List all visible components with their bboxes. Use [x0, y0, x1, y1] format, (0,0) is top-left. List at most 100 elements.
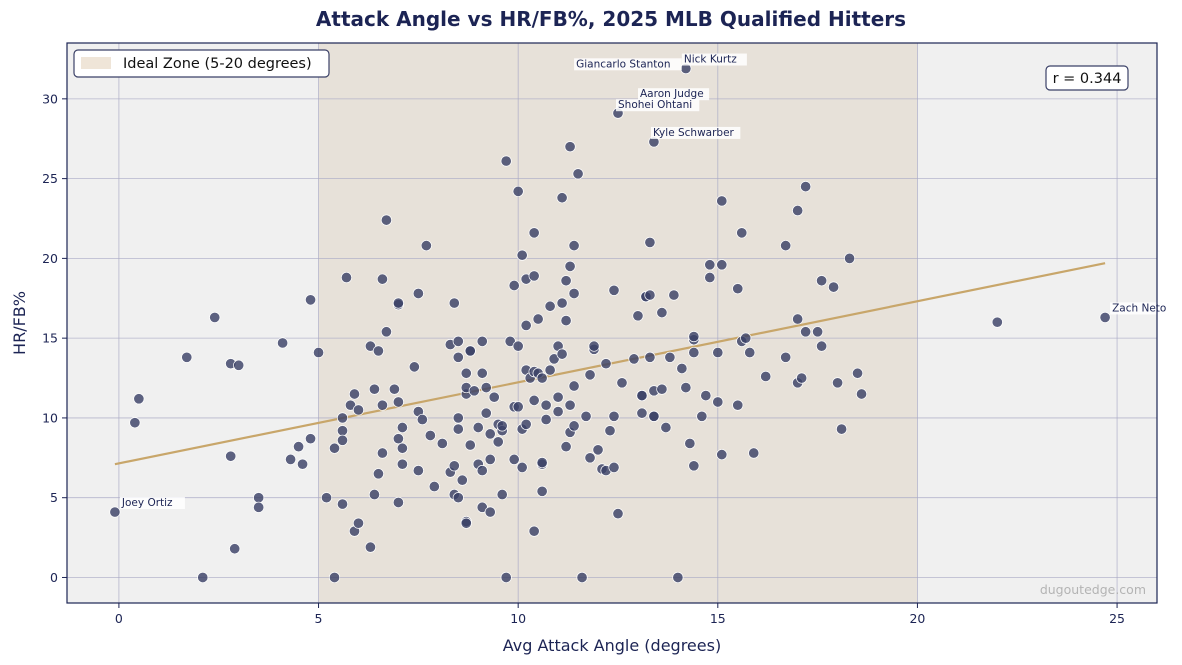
data-point [336, 412, 349, 424]
point-label: Zach Neto [1112, 302, 1166, 314]
data-point [560, 315, 572, 327]
data-point [512, 340, 524, 352]
point-label-bg [681, 53, 747, 66]
data-point [608, 410, 620, 422]
data-point [796, 372, 808, 384]
data-point [372, 345, 384, 357]
data-point [496, 420, 508, 432]
y-tick-label: 0 [50, 570, 58, 585]
point-label: Nick Kurtz [684, 54, 737, 66]
data-point [844, 252, 856, 264]
data-point [460, 367, 472, 379]
x-tick-label: 15 [710, 611, 726, 626]
data-point [452, 423, 464, 435]
data-point [536, 457, 548, 469]
point-label-bg [119, 497, 185, 510]
data-point [632, 310, 644, 322]
data-point [380, 326, 392, 338]
data-point [516, 461, 528, 473]
data-point [584, 452, 596, 464]
data-point [528, 227, 540, 239]
data-point [424, 429, 436, 442]
data-point [312, 346, 325, 359]
data-point [392, 433, 404, 445]
data-point [305, 433, 317, 445]
legend-box [73, 49, 330, 78]
data-point [556, 297, 568, 309]
data-point [592, 444, 604, 456]
data-point [616, 377, 628, 389]
data-point [480, 382, 492, 394]
data-point [512, 185, 524, 197]
data-point [608, 284, 620, 296]
data-point [792, 204, 804, 217]
data-point [520, 319, 532, 331]
data-point [305, 294, 317, 306]
data-point [564, 141, 576, 153]
data-point [540, 399, 552, 411]
data-point [484, 453, 496, 465]
data-point [676, 362, 688, 375]
data-point [456, 474, 468, 486]
data-point [732, 283, 744, 295]
x-tick-label: 10 [510, 611, 526, 626]
data-point [568, 240, 580, 252]
data-point [855, 388, 868, 400]
data-point [293, 441, 305, 453]
correlation-box: r = 0.344 [1045, 65, 1129, 91]
data-point [688, 331, 700, 343]
data-point [712, 346, 724, 359]
data-point [568, 420, 580, 432]
data-point [348, 388, 361, 400]
data-point [716, 259, 728, 271]
data-point [792, 313, 804, 325]
data-point [528, 525, 540, 537]
data-point [448, 297, 460, 309]
data-point [704, 259, 716, 271]
chart-title: Attack Angle vs HR/FB%, 2025 MLB Qualifi… [316, 7, 906, 31]
point-label: Shohei Ohtani [618, 99, 692, 111]
data-point [452, 412, 464, 424]
data-point [628, 353, 640, 365]
data-point [352, 517, 365, 529]
data-point [352, 404, 365, 416]
data-point [540, 413, 552, 426]
data-point [532, 313, 544, 325]
data-point [253, 492, 265, 504]
data-point [428, 480, 440, 493]
axis-frame [66, 42, 1158, 604]
data-point [480, 407, 492, 419]
data-point [484, 506, 496, 518]
point-labels: Giancarlo Stanton Nick Kurtz Aaron JudgeSh… [119, 53, 1169, 510]
data-point [688, 346, 700, 359]
data-point [536, 485, 548, 497]
data-point [484, 428, 496, 440]
data-point [560, 275, 572, 287]
data-point [229, 543, 241, 555]
data-point [740, 332, 752, 344]
x-tick-label: 20 [909, 611, 925, 626]
data-point [816, 340, 828, 352]
data-point [668, 289, 680, 301]
data-point [233, 359, 245, 371]
y-axis-ticks: 0 5 10 15 20 25 30 [42, 91, 67, 585]
point-label: Kyle Schwarber [653, 127, 735, 139]
data-point [472, 421, 484, 434]
data-point [109, 506, 121, 518]
data-point [181, 351, 193, 363]
data-point [800, 181, 812, 193]
data-point [528, 270, 540, 282]
data-point [209, 311, 221, 323]
data-point [716, 449, 728, 461]
y-tick-label: 15 [42, 331, 58, 346]
data-point [336, 434, 349, 446]
data-point [372, 468, 384, 480]
data-point [328, 571, 341, 584]
data-point [748, 447, 760, 459]
data-point [588, 340, 600, 352]
data-point [680, 382, 692, 394]
data-point [660, 421, 672, 434]
data-point [368, 488, 380, 501]
data-point [508, 279, 520, 292]
data-point [780, 240, 792, 252]
